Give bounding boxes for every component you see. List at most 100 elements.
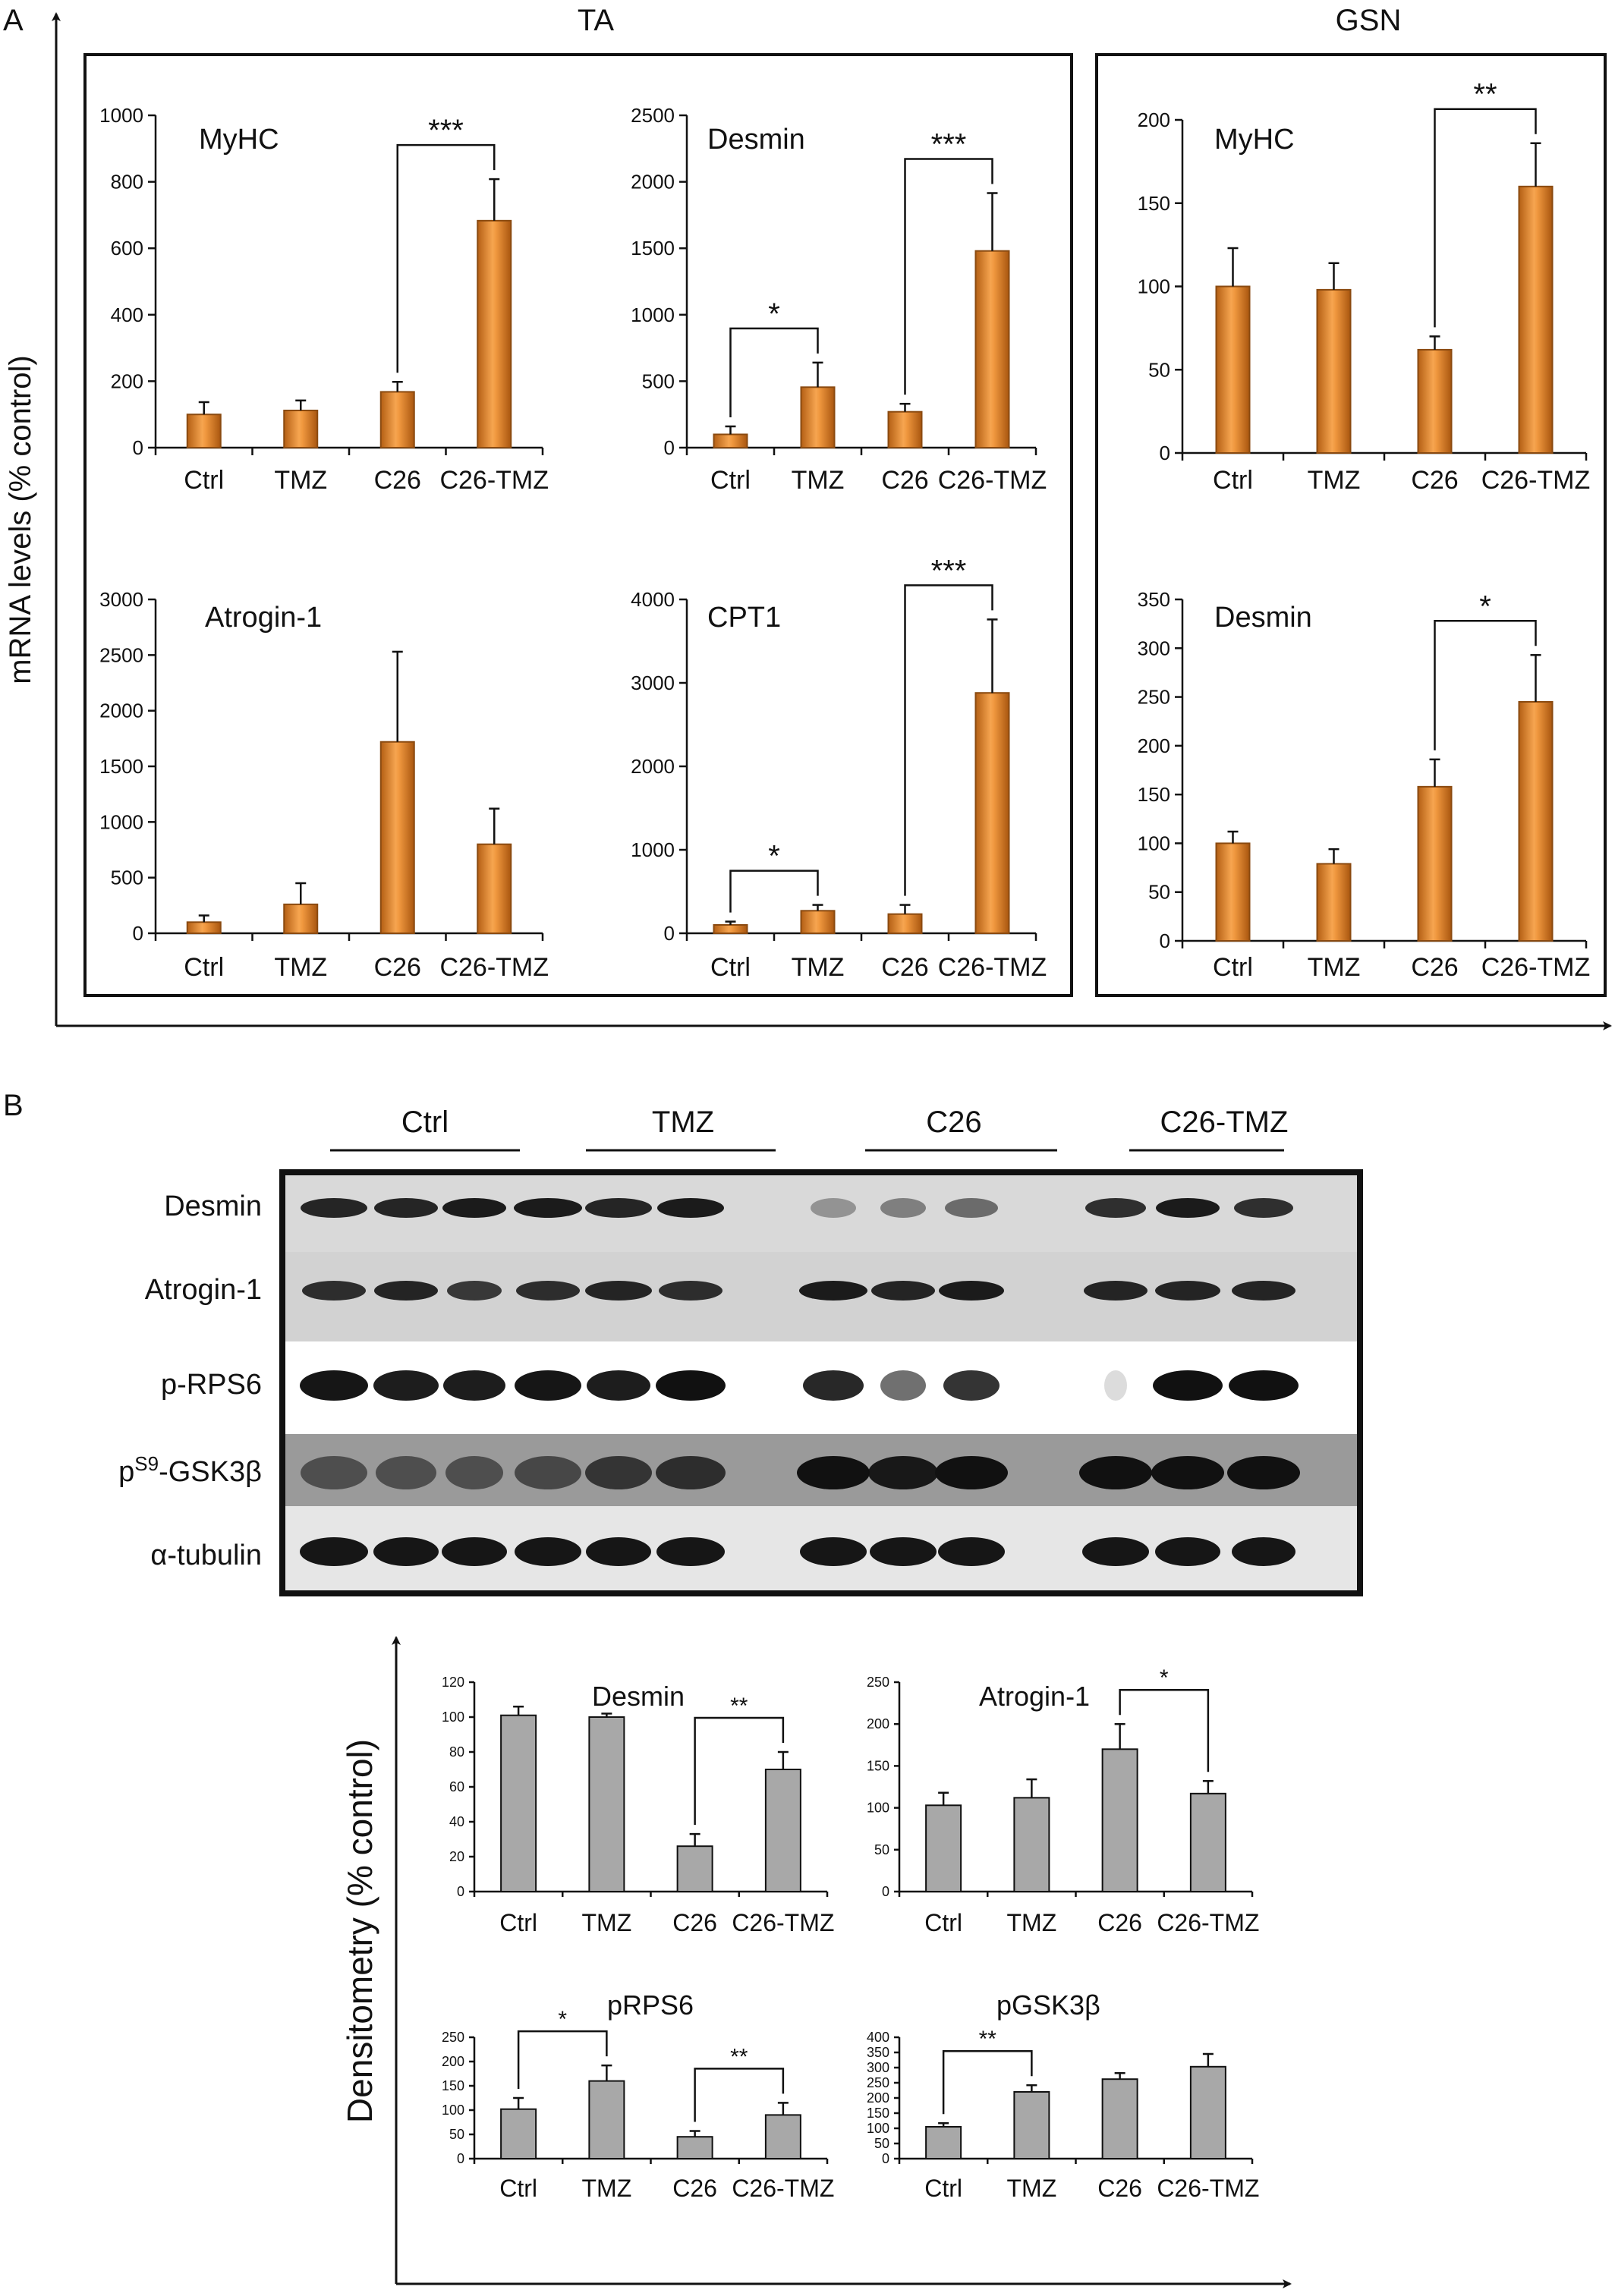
significance-label: * <box>768 840 780 873</box>
category-label: C26 <box>881 953 928 982</box>
category-label: C26 <box>672 1909 717 1936</box>
chart-title: Atrogin-1 <box>979 1681 1090 1712</box>
category-label: C26 <box>672 2175 717 2202</box>
category-label: C26-TMZ <box>1481 953 1591 982</box>
blot-label-p-gsk3b-pre: p <box>118 1456 134 1488</box>
significance-bracket <box>694 2068 785 2122</box>
blot-band <box>656 1456 726 1489</box>
y-tick-label: 350 <box>1138 588 1170 611</box>
y-tick-label: 600 <box>111 237 143 259</box>
y-tick-label: 800 <box>111 171 143 193</box>
category-label: TMZ <box>582 2175 632 2202</box>
y-tick-label: 200 <box>111 370 143 392</box>
y-tick-label: 0 <box>457 2151 464 2166</box>
bar-c26-tmz <box>974 692 1010 934</box>
y-tick-label: 0 <box>664 436 675 459</box>
blot-band <box>870 1537 937 1566</box>
chart-a-2-myhc: MyHC 0 50 100 150 200 Ctrl TMZ C26 C26-TMZ ** <box>1138 78 1591 495</box>
category-label: C26-TMZ <box>938 466 1047 495</box>
significance-label: *** <box>931 554 967 587</box>
y-tick-label: 0 <box>882 2151 889 2166</box>
category-label: Ctrl <box>710 466 751 495</box>
category-label: C26 <box>1097 1909 1142 1936</box>
blot-band <box>659 1281 722 1301</box>
y-tick-label: 50 <box>1148 881 1170 904</box>
bar-ctrl <box>713 433 748 448</box>
bar-c26 <box>1417 348 1453 454</box>
blot-band <box>587 1370 650 1401</box>
bar-c26 <box>1101 2078 1138 2159</box>
category-label: Ctrl <box>184 466 224 495</box>
y-tick-label: 1000 <box>631 304 675 326</box>
significance-bracket <box>729 327 819 417</box>
blot-band <box>938 1537 1005 1566</box>
y-tick-label: 0 <box>664 922 675 945</box>
y-tick-label: 4000 <box>631 588 675 611</box>
panel-a-y-axis-title: mRNA levels (% control) <box>4 355 37 684</box>
chart-title: pGSK3β <box>996 1989 1100 2021</box>
y-tick-label: 500 <box>111 867 143 889</box>
blot-band <box>300 1537 368 1566</box>
blot-row-labels: Desmin Atrogin-1 p-RPS6 pS9-GSK3β α-tubu… <box>118 1190 262 1571</box>
significance-label: *** <box>428 114 464 147</box>
bar-c26 <box>1417 785 1453 942</box>
western-blot-image <box>279 1169 1363 1596</box>
significance-bracket <box>1119 1688 1210 1772</box>
blot-band <box>656 1537 725 1566</box>
panel-b-y-axis-title: Densitometry (% control) <box>340 1739 379 2123</box>
blot-band <box>1232 1537 1295 1566</box>
blot-band <box>373 1370 439 1401</box>
y-tick-label: 50 <box>449 2127 464 2142</box>
category-label: Ctrl <box>499 2175 537 2202</box>
blot-band <box>803 1370 864 1401</box>
y-tick-label: 0 <box>457 1884 464 1899</box>
y-tick-label: 50 <box>874 2136 889 2151</box>
y-tick-label: 100 <box>867 1801 889 1816</box>
blot-band <box>442 1537 507 1566</box>
bar-c26 <box>676 1845 713 1892</box>
y-tick-label: 0 <box>1160 442 1170 464</box>
blot-band <box>656 1370 726 1401</box>
blot-group-label-c26: C26 <box>926 1106 981 1139</box>
bar-c26-tmz <box>477 219 512 448</box>
category-label: TMZ <box>1007 2175 1057 2202</box>
y-tick-label: 3000 <box>99 588 143 611</box>
blot-band <box>373 1537 439 1566</box>
blot-band <box>1232 1281 1295 1301</box>
blot-band <box>880 1198 926 1218</box>
blot-band <box>799 1281 867 1301</box>
category-label: TMZ <box>1308 466 1361 495</box>
blot-frame <box>279 1169 1363 1596</box>
category-label: Ctrl <box>924 1909 962 1936</box>
bar-ctrl <box>500 1714 537 1892</box>
bar-tmz <box>800 386 836 448</box>
bar-c26 <box>379 741 415 934</box>
chart-a-3-atrogin-1: Atrogin-1 0 500 1000 1500 2000 2500 3000 Ctrl TMZ… <box>99 588 549 982</box>
chart-title: Desmin <box>592 1681 685 1712</box>
category-label: C26-TMZ <box>732 2175 834 2202</box>
y-tick-label: 350 <box>867 2045 889 2060</box>
significance-label: * <box>768 297 780 331</box>
blot-band <box>1156 1198 1220 1218</box>
blot-band <box>1155 1537 1220 1566</box>
blot-label-p-gsk3b-post: -GSK3β <box>159 1456 262 1488</box>
category-label: TMZ <box>792 466 845 495</box>
significance-label: * <box>558 2007 567 2032</box>
chart-title: pRPS6 <box>607 1989 694 2021</box>
bar-ctrl <box>1215 285 1251 454</box>
y-tick-label: 250 <box>867 2075 889 2090</box>
bar-c26-tmz <box>1518 701 1554 942</box>
chart-title: Desmin <box>707 124 805 156</box>
blot-label-atrogin-1: Atrogin-1 <box>145 1274 262 1306</box>
blot-band <box>811 1198 856 1218</box>
y-tick-label: 200 <box>867 2090 889 2106</box>
y-tick-label: 150 <box>867 1758 889 1773</box>
significance-bracket <box>729 870 819 913</box>
category-label: C26 <box>1097 2175 1142 2202</box>
y-tick-label: 250 <box>442 2030 464 2045</box>
blot-band <box>1104 1370 1127 1401</box>
blot-group-label-c26-tmz: C26-TMZ <box>1160 1106 1289 1139</box>
y-tick-label: 1500 <box>99 755 143 778</box>
category-label: C26-TMZ <box>439 953 549 982</box>
y-tick-label: 100 <box>1138 832 1170 854</box>
